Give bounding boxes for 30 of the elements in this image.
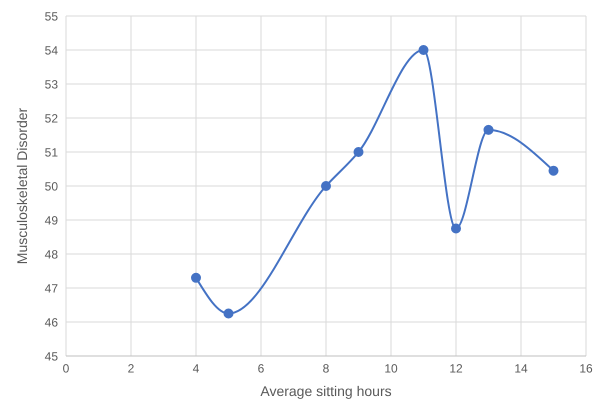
x-axis-title: Average sitting hours <box>260 383 392 399</box>
x-tick-label: 14 <box>514 362 528 376</box>
x-tick-label: 8 <box>322 362 330 376</box>
point <box>451 224 461 234</box>
point <box>484 124 494 135</box>
y-tick-label: 49 <box>44 213 58 228</box>
point <box>321 181 331 191</box>
point <box>224 308 234 318</box>
x-tick-label: 10 <box>384 362 398 376</box>
y-tick-label: 51 <box>44 145 58 160</box>
y-tick-label: 48 <box>44 247 58 262</box>
y-tick-label: 53 <box>44 77 58 92</box>
y-tick-label: 52 <box>44 111 58 126</box>
point <box>548 166 558 176</box>
y-tick-label: 46 <box>44 315 58 330</box>
y-tick-label: 47 <box>44 281 58 296</box>
x-tick-label: 12 <box>449 362 463 376</box>
point <box>354 147 364 157</box>
x-tick-label: 2 <box>128 362 135 376</box>
y-tick-label: 50 <box>44 179 58 194</box>
x-tick-label: 0 <box>62 362 70 376</box>
y-tick-label: 54 <box>44 43 58 58</box>
point <box>191 272 201 283</box>
y-tick-label: 45 <box>44 349 58 364</box>
point <box>418 45 428 55</box>
y-tick-label: 55 <box>44 9 58 24</box>
y-axis-title: Musculoskeletal Disorder <box>14 107 30 264</box>
x-tick-label: 4 <box>192 362 200 376</box>
x-tick-label: 16 <box>579 362 593 376</box>
x-tick-label: 6 <box>258 362 265 376</box>
